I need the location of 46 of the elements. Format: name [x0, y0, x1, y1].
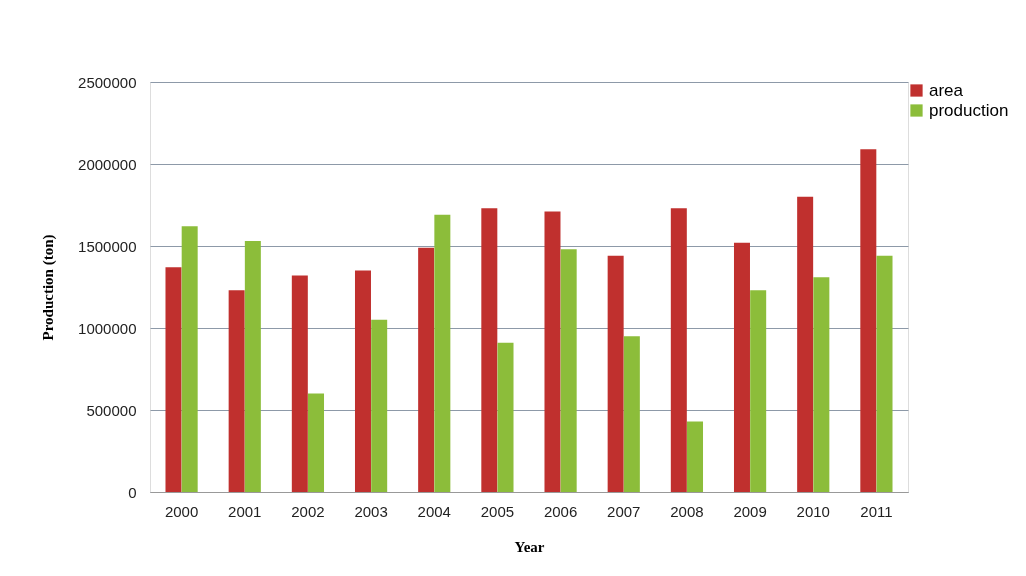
bar [244, 241, 261, 492]
bar [354, 270, 371, 492]
x-tick-label: 2007 [607, 502, 641, 520]
y-tick-label: 2000000 [78, 155, 137, 173]
bar [544, 211, 561, 492]
bar [560, 249, 577, 492]
bar [308, 393, 325, 492]
y-tick-label: 500000 [86, 401, 137, 419]
y-tick-label: 2500000 [78, 73, 137, 91]
bar [228, 290, 245, 492]
y-tick-label: 1500000 [78, 237, 137, 255]
bar [371, 319, 388, 492]
bar [165, 267, 182, 492]
legend-label: production [929, 100, 1009, 120]
bar [733, 242, 750, 492]
y-tick-label: 0 [128, 483, 137, 501]
bar [797, 196, 814, 492]
bar [860, 149, 877, 492]
bar [623, 336, 640, 492]
y-axis-title: Production (ton) [40, 234, 58, 341]
bar [481, 208, 498, 492]
x-tick-label: 2004 [417, 502, 451, 520]
bar [687, 421, 704, 492]
bar [181, 226, 198, 492]
x-tick-label: 2011 [860, 502, 893, 520]
bar [434, 214, 451, 492]
bar [497, 342, 514, 492]
x-tick-label: 2006 [543, 502, 578, 520]
legend-label: area [929, 80, 964, 100]
x-tick-label: 2003 [354, 502, 388, 520]
x-tick-label: 2010 [796, 502, 830, 520]
x-axis-title: Year [514, 538, 545, 555]
bar [750, 290, 767, 492]
bar [607, 255, 624, 492]
x-tick-label: 2001 [228, 502, 262, 520]
y-tick-label: 1000000 [78, 319, 137, 337]
x-tick-label: 2000 [164, 502, 199, 520]
bar [291, 275, 308, 492]
x-tick-label: 2005 [480, 502, 515, 520]
x-tick-label: 2009 [733, 502, 767, 520]
bar [876, 255, 893, 492]
bar [418, 247, 435, 492]
bar [670, 208, 687, 492]
bar [813, 277, 830, 492]
x-tick-label: 2002 [291, 502, 325, 520]
x-tick-label: 2008 [670, 502, 704, 520]
